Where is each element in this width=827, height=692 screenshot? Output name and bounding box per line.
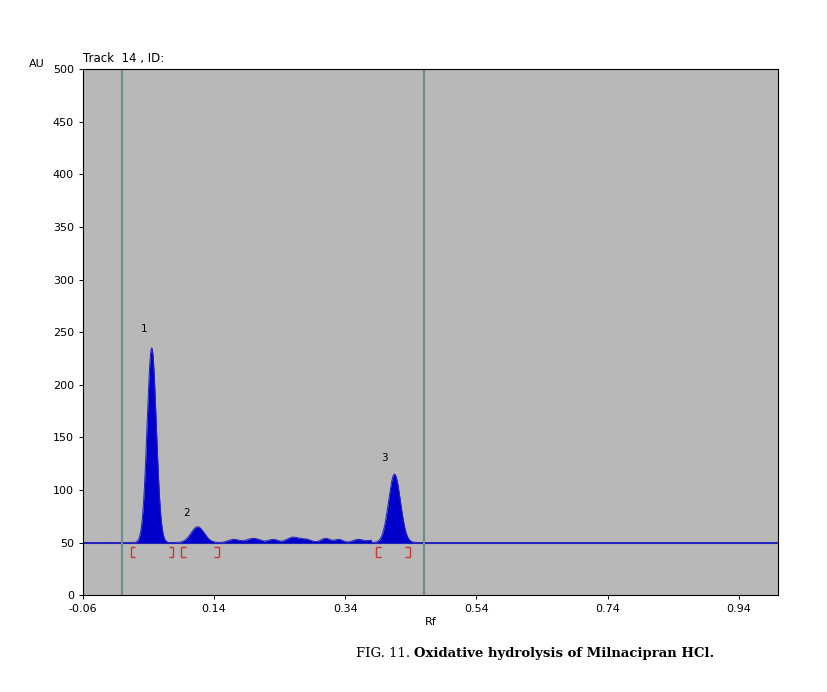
X-axis label: Rf: Rf bbox=[424, 617, 436, 627]
Text: 2: 2 bbox=[183, 509, 189, 518]
Text: Track  14 , ID:: Track 14 , ID: bbox=[83, 53, 164, 65]
Y-axis label: AU: AU bbox=[29, 59, 45, 69]
Text: Oxidative hydrolysis of Milnacipran HCl.: Oxidative hydrolysis of Milnacipran HCl. bbox=[414, 648, 714, 660]
Text: 3: 3 bbox=[381, 453, 388, 462]
Text: 1: 1 bbox=[141, 325, 147, 334]
Text: FIG. 11.: FIG. 11. bbox=[355, 648, 414, 660]
